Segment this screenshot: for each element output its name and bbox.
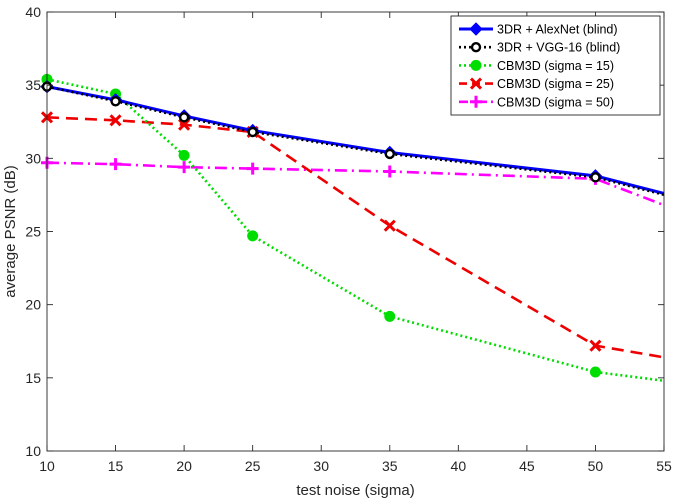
data-point: [178, 149, 190, 161]
x-axis-label: test noise (sigma): [296, 482, 414, 499]
legend-item: CBM3D (sigma = 25): [459, 77, 614, 91]
y-tick-label: 35: [25, 77, 41, 93]
data-point: [246, 162, 259, 175]
data-point: [247, 230, 259, 242]
y-tick-label: 10: [25, 443, 41, 459]
x-tick-label: 15: [108, 458, 124, 474]
x-tick-label: 45: [519, 458, 535, 474]
legend-item: 3DR + AlexNet (blind): [459, 22, 618, 37]
legend-item: CBM3D (sigma = 15): [459, 59, 614, 73]
legend-marker: [470, 42, 482, 53]
data-point: [384, 148, 395, 160]
legend-item: CBM3D (sigma = 50): [459, 95, 614, 109]
x-tick-label: 55: [656, 458, 672, 474]
x-tick-label: 10: [39, 458, 55, 474]
legend: 3DR + AlexNet (blind) 3DR + VGG-16 (blind…: [450, 15, 661, 116]
y-tick-label: 20: [25, 297, 41, 313]
y-tick-label: 40: [25, 4, 41, 20]
legend-marker: [470, 59, 482, 71]
legend-marker: [470, 95, 482, 108]
y-axis-label: average PSNR (dB): [2, 165, 19, 298]
data-point: [383, 219, 396, 232]
data-point: [384, 310, 396, 322]
series-layer: [40, 73, 665, 383]
data-point: [178, 112, 190, 123]
legend-label: 3DR + VGG-16 (blind): [497, 41, 620, 55]
data-point: [247, 126, 258, 138]
data-point: [109, 114, 122, 127]
y-tick-label: 25: [25, 224, 41, 240]
data-point: [383, 165, 396, 178]
legend-label: CBM3D (sigma = 50): [497, 95, 614, 109]
legend-label: CBM3D (sigma = 25): [497, 77, 614, 91]
x-tick-label: 25: [245, 458, 261, 474]
data-point: [110, 96, 121, 107]
legend-marker: [469, 77, 483, 90]
x-tick-label: 20: [176, 458, 192, 474]
legend-marker: [469, 22, 483, 36]
data-point: [109, 158, 122, 171]
data-point: [589, 339, 602, 352]
data-point: [178, 161, 191, 174]
series-2: [41, 81, 665, 197]
x-tick-label: 35: [382, 458, 398, 474]
legend-label: 3DR + AlexNet (blind): [497, 23, 618, 37]
y-tick-label: 30: [25, 150, 41, 166]
legend-label: CBM3D (sigma = 15): [497, 59, 614, 73]
axis-layer: 10 15 20 25 30 35 40 45 50 55 10 15 20 25 30 35 40: [25, 4, 672, 474]
x-tick-label: 40: [451, 458, 467, 474]
x-tick-label: 30: [313, 458, 329, 474]
x-tick-label: 50: [588, 458, 604, 474]
data-point: [590, 172, 601, 183]
y-tick-label: 15: [25, 370, 41, 386]
data-point: [589, 366, 601, 378]
legend-item: 3DR + VGG-16 (blind): [459, 41, 620, 55]
